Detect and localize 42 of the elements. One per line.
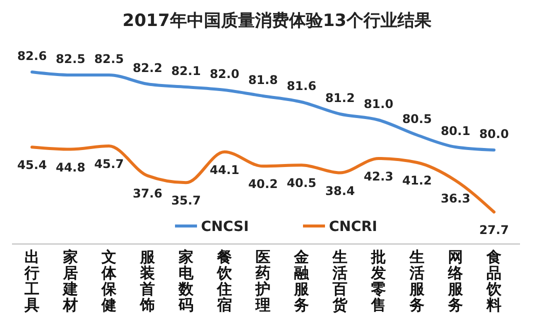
x-tick-label: 食品饮料 <box>486 248 502 314</box>
data-label: 27.7 <box>479 223 509 237</box>
x-tick-label: 生活服务 <box>408 248 426 314</box>
x-tick-label: 家电数码 <box>178 248 194 314</box>
data-label: 45.4 <box>17 158 47 172</box>
x-tick-label: 服装首饰 <box>139 248 156 314</box>
data-label: 81.2 <box>325 91 355 105</box>
data-label: 44.1 <box>210 162 240 177</box>
chart-title: 2017年中国质量消费体验13个行业结果 <box>122 11 432 31</box>
data-label: 82.6 <box>17 49 47 63</box>
x-tick-label: 金融服务 <box>293 248 310 314</box>
data-label: 80.1 <box>440 124 470 138</box>
data-label: 42.3 <box>364 169 394 184</box>
x-tick-label: 网络服务 <box>447 248 464 314</box>
x-tick-label: 家居建材 <box>62 248 78 314</box>
data-label: 80.5 <box>402 112 432 126</box>
x-tick-label: 餐饮住宿 <box>216 248 233 314</box>
x-tick-label: 医药护理 <box>254 248 270 314</box>
data-label: 35.7 <box>171 194 201 208</box>
data-label: 82.5 <box>56 52 86 66</box>
x-tick-label: 文体保健 <box>100 248 118 314</box>
data-label: 37.6 <box>132 186 162 201</box>
data-label: 45.7 <box>94 157 124 171</box>
data-label: 82.1 <box>171 64 201 78</box>
data-label: 81.0 <box>364 97 394 111</box>
data-label: 40.2 <box>248 177 278 192</box>
data-label: 44.8 <box>56 160 86 174</box>
data-label: 82.2 <box>132 61 162 75</box>
x-tick-label: 批发零售 <box>370 248 386 314</box>
data-label: 81.6 <box>286 79 316 93</box>
x-tick-label: 生活百货 <box>332 248 348 314</box>
x-tick-label: 出行工具 <box>24 248 40 314</box>
data-label: 81.8 <box>248 73 278 87</box>
data-label: 40.5 <box>286 176 316 190</box>
data-label: 80.0 <box>479 127 509 141</box>
data-label: 82.0 <box>210 67 240 81</box>
data-label: 38.4 <box>325 184 355 198</box>
data-label: 36.3 <box>440 191 470 206</box>
legend-label: CNCRI <box>329 219 378 235</box>
data-label: 41.2 <box>402 174 432 188</box>
data-label: 82.5 <box>94 52 124 66</box>
legend-label: CNCSI <box>201 219 249 235</box>
